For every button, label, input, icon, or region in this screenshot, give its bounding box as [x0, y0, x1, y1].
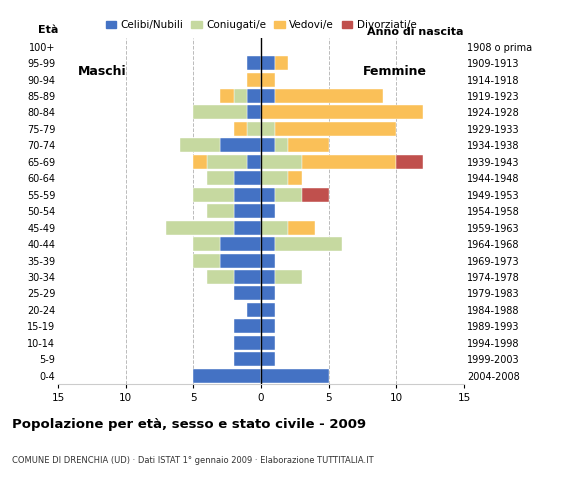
- Bar: [234, 122, 248, 136]
- Bar: [220, 138, 261, 152]
- Legend: Celibi/Nubili, Coniugati/e, Vedovi/e, Divorziati/e: Celibi/Nubili, Coniugati/e, Vedovi/e, Di…: [102, 16, 420, 34]
- Bar: [261, 188, 274, 202]
- Bar: [261, 336, 274, 350]
- Bar: [207, 171, 234, 185]
- Bar: [248, 56, 261, 70]
- Bar: [193, 237, 220, 251]
- Bar: [261, 89, 274, 103]
- Bar: [261, 122, 274, 136]
- Bar: [220, 89, 234, 103]
- Bar: [248, 89, 261, 103]
- Bar: [274, 89, 383, 103]
- Text: Età: Età: [38, 25, 58, 35]
- Bar: [234, 221, 261, 235]
- Bar: [261, 352, 274, 366]
- Bar: [274, 138, 288, 152]
- Bar: [193, 155, 207, 169]
- Text: Anno di nascita: Anno di nascita: [368, 27, 464, 36]
- Bar: [166, 221, 234, 235]
- Bar: [248, 155, 261, 169]
- Bar: [220, 237, 261, 251]
- Text: Femmine: Femmine: [362, 65, 426, 78]
- Bar: [234, 287, 261, 300]
- Text: Maschi: Maschi: [78, 65, 127, 78]
- Bar: [234, 270, 261, 284]
- Text: COMUNE DI DRENCHIA (UD) · Dati ISTAT 1° gennaio 2009 · Elaborazione TUTTITALIA.I: COMUNE DI DRENCHIA (UD) · Dati ISTAT 1° …: [12, 456, 373, 465]
- Bar: [288, 138, 329, 152]
- Bar: [261, 171, 288, 185]
- Bar: [261, 138, 274, 152]
- Bar: [261, 221, 288, 235]
- Bar: [261, 303, 274, 317]
- Bar: [248, 106, 261, 120]
- Bar: [396, 155, 423, 169]
- Bar: [207, 204, 234, 218]
- Bar: [261, 287, 274, 300]
- Bar: [193, 106, 248, 120]
- Bar: [261, 155, 302, 169]
- Bar: [234, 188, 261, 202]
- Bar: [180, 138, 220, 152]
- Bar: [261, 270, 274, 284]
- Bar: [288, 171, 302, 185]
- Text: Popolazione per età, sesso e stato civile - 2009: Popolazione per età, sesso e stato civil…: [12, 418, 366, 431]
- Bar: [274, 188, 302, 202]
- Bar: [261, 237, 274, 251]
- Bar: [261, 204, 274, 218]
- Bar: [234, 352, 261, 366]
- Bar: [248, 72, 261, 86]
- Bar: [274, 270, 302, 284]
- Bar: [234, 204, 261, 218]
- Bar: [274, 237, 342, 251]
- Bar: [207, 155, 248, 169]
- Bar: [261, 106, 423, 120]
- Bar: [207, 270, 234, 284]
- Bar: [274, 56, 288, 70]
- Bar: [234, 171, 261, 185]
- Bar: [193, 253, 220, 267]
- Bar: [220, 253, 261, 267]
- Bar: [261, 319, 274, 334]
- Bar: [193, 188, 234, 202]
- Bar: [261, 56, 274, 70]
- Bar: [234, 336, 261, 350]
- Bar: [248, 122, 261, 136]
- Bar: [261, 253, 274, 267]
- Bar: [261, 72, 274, 86]
- Bar: [288, 221, 315, 235]
- Bar: [274, 122, 396, 136]
- Bar: [302, 188, 329, 202]
- Bar: [234, 89, 248, 103]
- Bar: [302, 155, 396, 169]
- Bar: [261, 369, 329, 383]
- Bar: [234, 319, 261, 334]
- Bar: [193, 369, 261, 383]
- Bar: [248, 303, 261, 317]
